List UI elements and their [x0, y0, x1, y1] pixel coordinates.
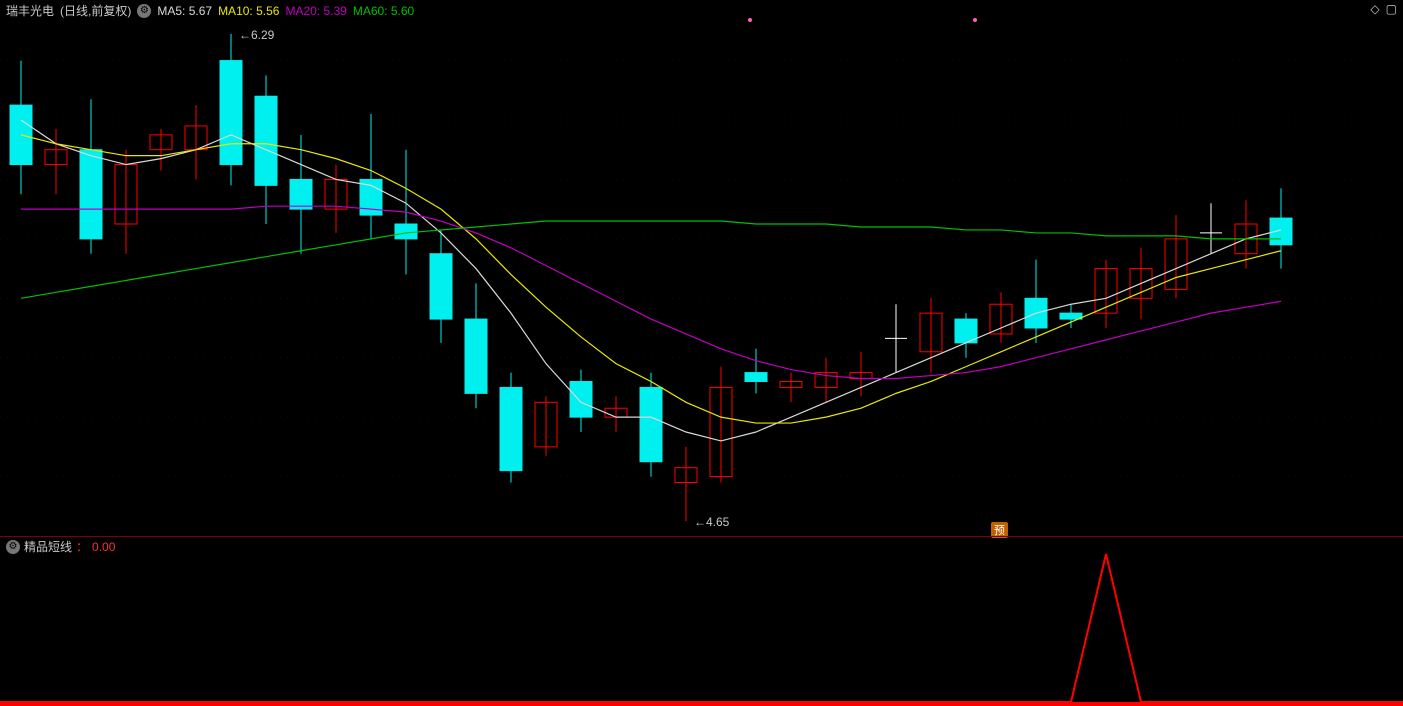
diamond-icon[interactable]: ◇ — [1370, 2, 1379, 16]
high-price-marker: ←6.29 — [239, 28, 274, 42]
price-chart-svg — [0, 16, 1403, 536]
square-icon[interactable]: ▢ — [1386, 2, 1397, 16]
price-chart[interactable]: ←6.29 ←4.65 预 — [0, 16, 1403, 536]
top-right-icons: ◇ ▢ — [1370, 2, 1397, 16]
panel-divider — [0, 536, 1403, 537]
indicator-chart[interactable] — [0, 552, 1403, 706]
indicator-chart-svg — [0, 552, 1403, 706]
low-price-marker: ←4.65 — [694, 515, 729, 529]
